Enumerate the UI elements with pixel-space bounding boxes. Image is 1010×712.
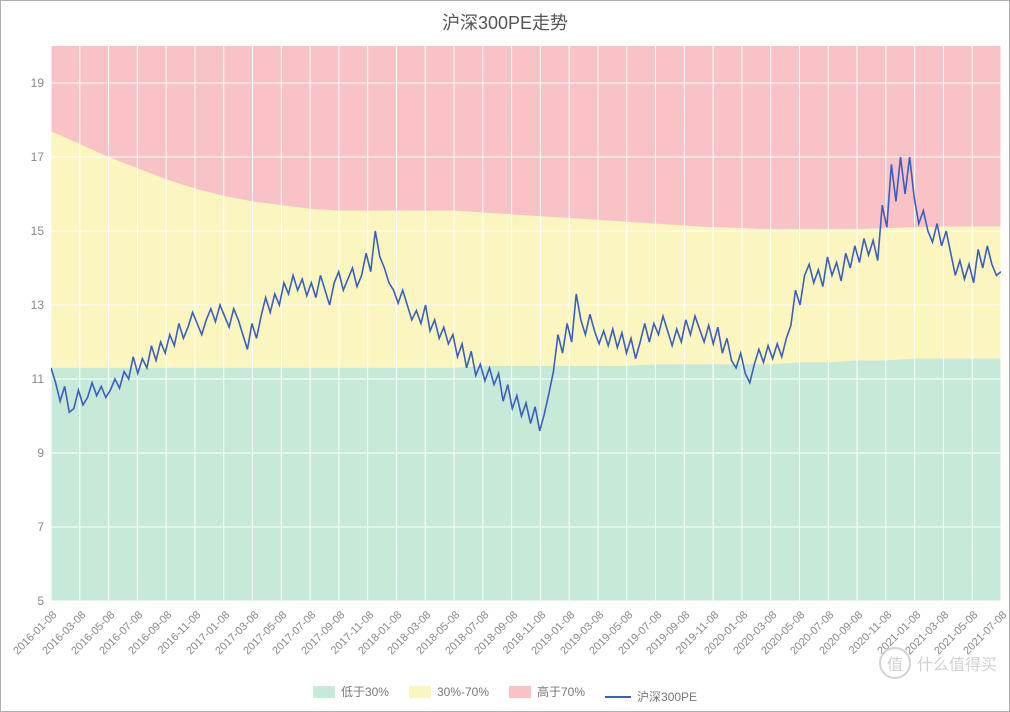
y-tick-label: 19 <box>31 76 44 90</box>
y-tick-label: 7 <box>37 520 44 534</box>
plot-area <box>51 46 1001 601</box>
legend-item: 沪深300PE <box>605 688 697 705</box>
legend-item: 30%-70% <box>409 685 489 699</box>
y-tick-label: 11 <box>32 372 44 386</box>
legend-swatch <box>509 686 531 698</box>
chart-title: 沪深300PE走势 <box>1 9 1009 35</box>
legend: 低于30% 30%-70% 高于70% 沪深300PE <box>1 683 1009 705</box>
legend-swatch <box>313 686 335 698</box>
y-tick-label: 9 <box>37 446 44 460</box>
legend-label: 30%-70% <box>437 685 489 699</box>
y-tick-label: 17 <box>31 150 44 164</box>
chart-container: 沪深300PE走势 5 7 9 11 13 15 17 19 2016-01-082016-0… <box>0 0 1010 712</box>
y-tick-label: 15 <box>31 224 44 238</box>
legend-swatch <box>409 686 431 698</box>
y-tick-label: 13 <box>31 298 44 312</box>
legend-label: 高于70% <box>537 683 585 700</box>
x-axis: 2016-01-082016-03-082016-05-082016-07-08… <box>51 601 1001 681</box>
band-low <box>51 359 1001 601</box>
legend-item: 高于70% <box>509 683 585 700</box>
legend-label: 低于30% <box>341 683 389 700</box>
y-tick-label: 5 <box>37 594 44 608</box>
legend-item: 低于30% <box>313 683 389 700</box>
legend-label: 沪深300PE <box>637 688 697 705</box>
legend-line-swatch <box>605 696 631 698</box>
